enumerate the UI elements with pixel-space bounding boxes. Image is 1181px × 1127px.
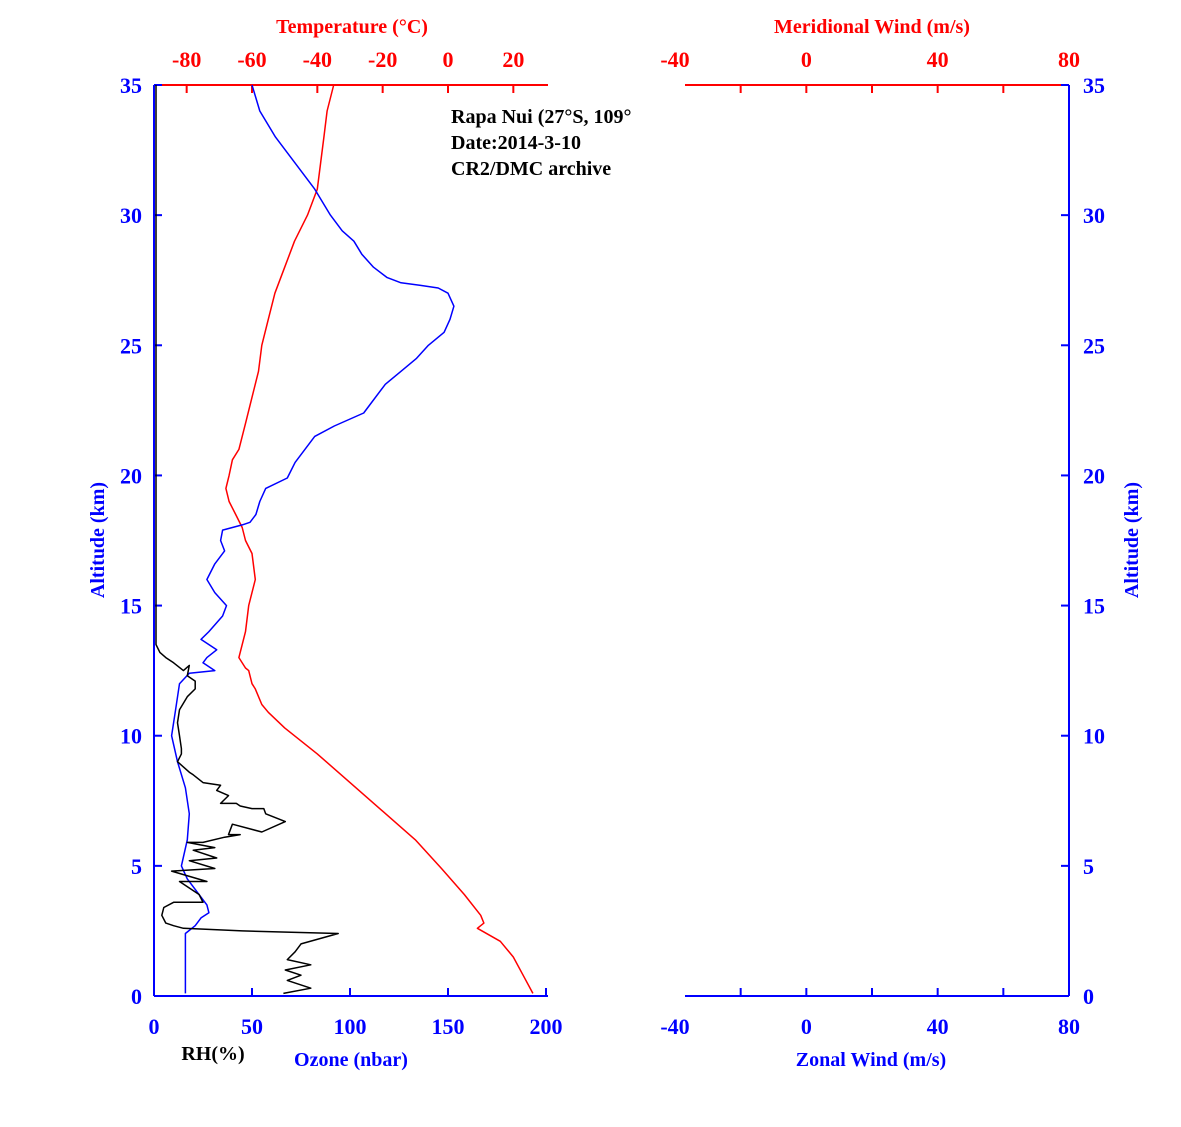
- right-y-tick-label: 30: [1083, 203, 1105, 228]
- ozone-x-tick-label: 100: [334, 1014, 367, 1039]
- temperature-x-tick-label: -20: [368, 47, 397, 72]
- right-y-tick-label: 0: [1083, 984, 1094, 1009]
- zonal-wind-x-tick-label: 0: [801, 1014, 812, 1039]
- annotation-0: Rapa Nui (27°S, 109°: [451, 106, 631, 128]
- meridional-wind-x-axis-label: Meridional Wind (m/s): [774, 16, 970, 38]
- ozone-x-tick-label: 50: [241, 1014, 263, 1039]
- ozone-x-axis-label: Ozone (nbar): [294, 1049, 408, 1071]
- temperature-x-axis-label: Temperature (°C): [276, 16, 428, 38]
- y-tick-label: 5: [131, 854, 142, 879]
- meridional-wind-x-tick-label: 0: [801, 47, 812, 72]
- meridional-wind-x-tick-label: 40: [927, 47, 949, 72]
- right-y-tick-label: 5: [1083, 854, 1094, 879]
- zonal-wind-x-axis-label: Zonal Wind (m/s): [796, 1049, 946, 1071]
- ozone-x-tick-label: 200: [530, 1014, 563, 1039]
- temperature-x-tick-label: 20: [502, 47, 524, 72]
- right-y-tick-label: 20: [1083, 463, 1105, 488]
- y-tick-label: 25: [120, 333, 142, 358]
- rh-x-axis-label: RH(%): [181, 1043, 244, 1065]
- temperature-x-tick-label: -80: [172, 47, 201, 72]
- ozone-x-tick-label: 0: [149, 1014, 160, 1039]
- y-axis-label: Altitude (km): [87, 482, 109, 598]
- rh-profile-line: [155, 85, 339, 995]
- temperature-x-tick-label: -40: [303, 47, 332, 72]
- y-tick-label: 35: [120, 73, 142, 98]
- meridional-wind-x-tick-label: 80: [1058, 47, 1080, 72]
- temperature-x-tick-label: -60: [237, 47, 266, 72]
- wind-panel: -40 0 40 80 Zonal Wind (m/s) -40 0 40 80 Meridion…: [660, 16, 1143, 1071]
- right-y-axis-label: Altitude (km): [1121, 482, 1143, 598]
- y-tick-label: 15: [120, 594, 142, 619]
- annotation-2: CR2/DMC archive: [451, 158, 611, 180]
- right-y-tick-label: 15: [1083, 594, 1105, 619]
- y-tick-label: 10: [120, 724, 142, 749]
- y-tick-label: 0: [131, 984, 142, 1009]
- zonal-wind-x-tick-label: 80: [1058, 1014, 1080, 1039]
- temperature-x-tick-label: 0: [443, 47, 454, 72]
- meridional-wind-x-tick-label: -40: [660, 47, 689, 72]
- right-y-tick-label: 10: [1083, 724, 1105, 749]
- y-tick-label: 30: [120, 203, 142, 228]
- ozone-x-tick-label: 150: [432, 1014, 465, 1039]
- zonal-wind-x-tick-label: 40: [927, 1014, 949, 1039]
- annotation-1: Date:2014-3-10: [451, 132, 581, 154]
- ozone-profile-line: [170, 84, 455, 994]
- temperature-profile-line: [225, 84, 534, 994]
- y-tick-label: 20: [120, 463, 142, 488]
- right-y-tick-label: 25: [1083, 333, 1105, 358]
- zonal-wind-x-tick-label: -40: [660, 1014, 689, 1039]
- right-y-tick-label: 35: [1083, 73, 1105, 98]
